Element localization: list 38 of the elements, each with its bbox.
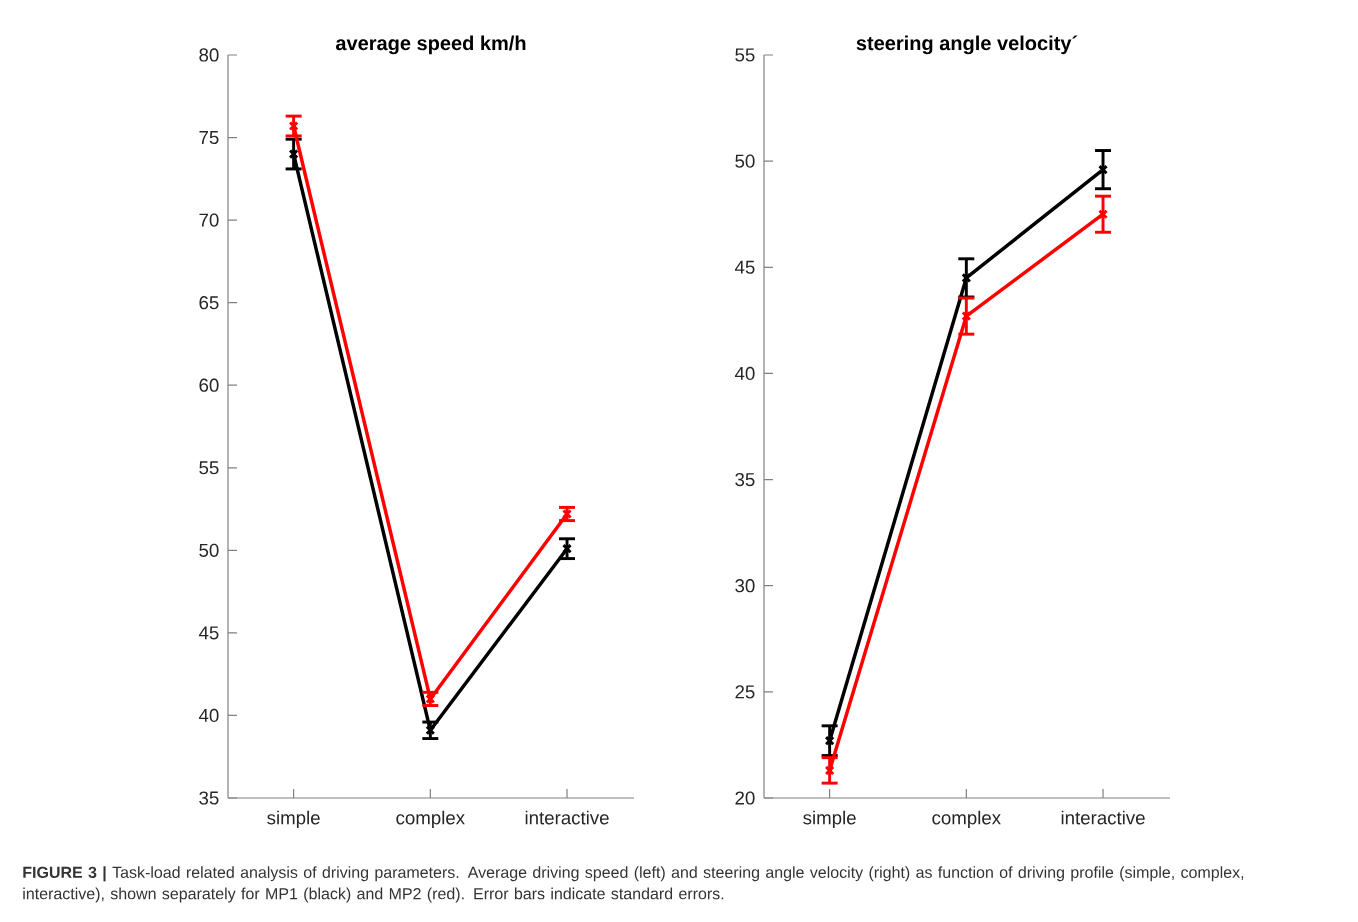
point — [288, 120, 299, 131]
x-tick-label: complex — [932, 810, 1001, 829]
point — [1098, 164, 1109, 175]
x-tick-label: complex — [396, 810, 465, 829]
y-tick-label: 55 — [199, 461, 219, 475]
x-tick-label: simple — [803, 810, 856, 829]
x-tick-label: interactive — [1061, 810, 1145, 825]
point — [425, 693, 436, 704]
point — [961, 311, 972, 322]
y-tick-label: 80 — [199, 48, 219, 62]
y-tick-label: 40 — [734, 366, 755, 381]
y-tick-label: 25 — [735, 685, 755, 699]
point — [288, 149, 299, 160]
y-tick-label: 50 — [199, 543, 219, 557]
y-tick-label: 20 — [735, 791, 755, 805]
point — [1098, 209, 1109, 220]
point — [562, 543, 573, 554]
y-tick-label: 40 — [198, 708, 219, 723]
point — [425, 725, 436, 736]
y-tick-label: 60 — [199, 378, 219, 392]
chart-title: steering angle velocity´ — [856, 35, 1078, 55]
y-tick-label: 65 — [199, 296, 219, 310]
x-tick-label: simple — [267, 810, 320, 829]
point — [961, 272, 972, 283]
point — [824, 735, 835, 746]
chart-title: average speed km/h — [335, 35, 526, 55]
y-tick-label: 45 — [734, 260, 755, 274]
y-tick-label: 35 — [735, 472, 755, 487]
y-tick-label: 35 — [199, 791, 219, 805]
y-tick-label: 55 — [735, 48, 755, 62]
text: FIGURE 3 | Task-load related analysis of driving parameters. Average driving speed (left) and steering angle velocity (right) as function of driving profile (simple, complex, interactive), shown separately for MP1 (black) and MP2 (red). Error bars indicate standard errors. — [23, 866, 1244, 903]
x-tick-label: interactive — [525, 810, 609, 825]
y-tick-label: 50 — [735, 154, 755, 168]
y-tick-label: 45 — [198, 626, 219, 640]
y-tick-label: 70 — [199, 213, 219, 227]
point — [824, 765, 835, 776]
y-tick-label: 30 — [735, 579, 755, 593]
y-tick-label: 75 — [199, 131, 219, 145]
